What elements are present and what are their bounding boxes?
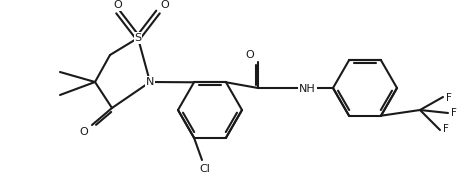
Text: O: O (245, 50, 254, 60)
Text: F: F (446, 93, 452, 103)
Text: N: N (146, 77, 154, 87)
Text: F: F (443, 124, 449, 134)
Text: Cl: Cl (200, 164, 210, 174)
Text: F: F (451, 108, 457, 118)
Text: O: O (160, 0, 169, 10)
Text: NH: NH (299, 84, 316, 94)
Text: O: O (114, 0, 122, 10)
Text: O: O (79, 127, 88, 137)
Text: S: S (134, 33, 142, 43)
